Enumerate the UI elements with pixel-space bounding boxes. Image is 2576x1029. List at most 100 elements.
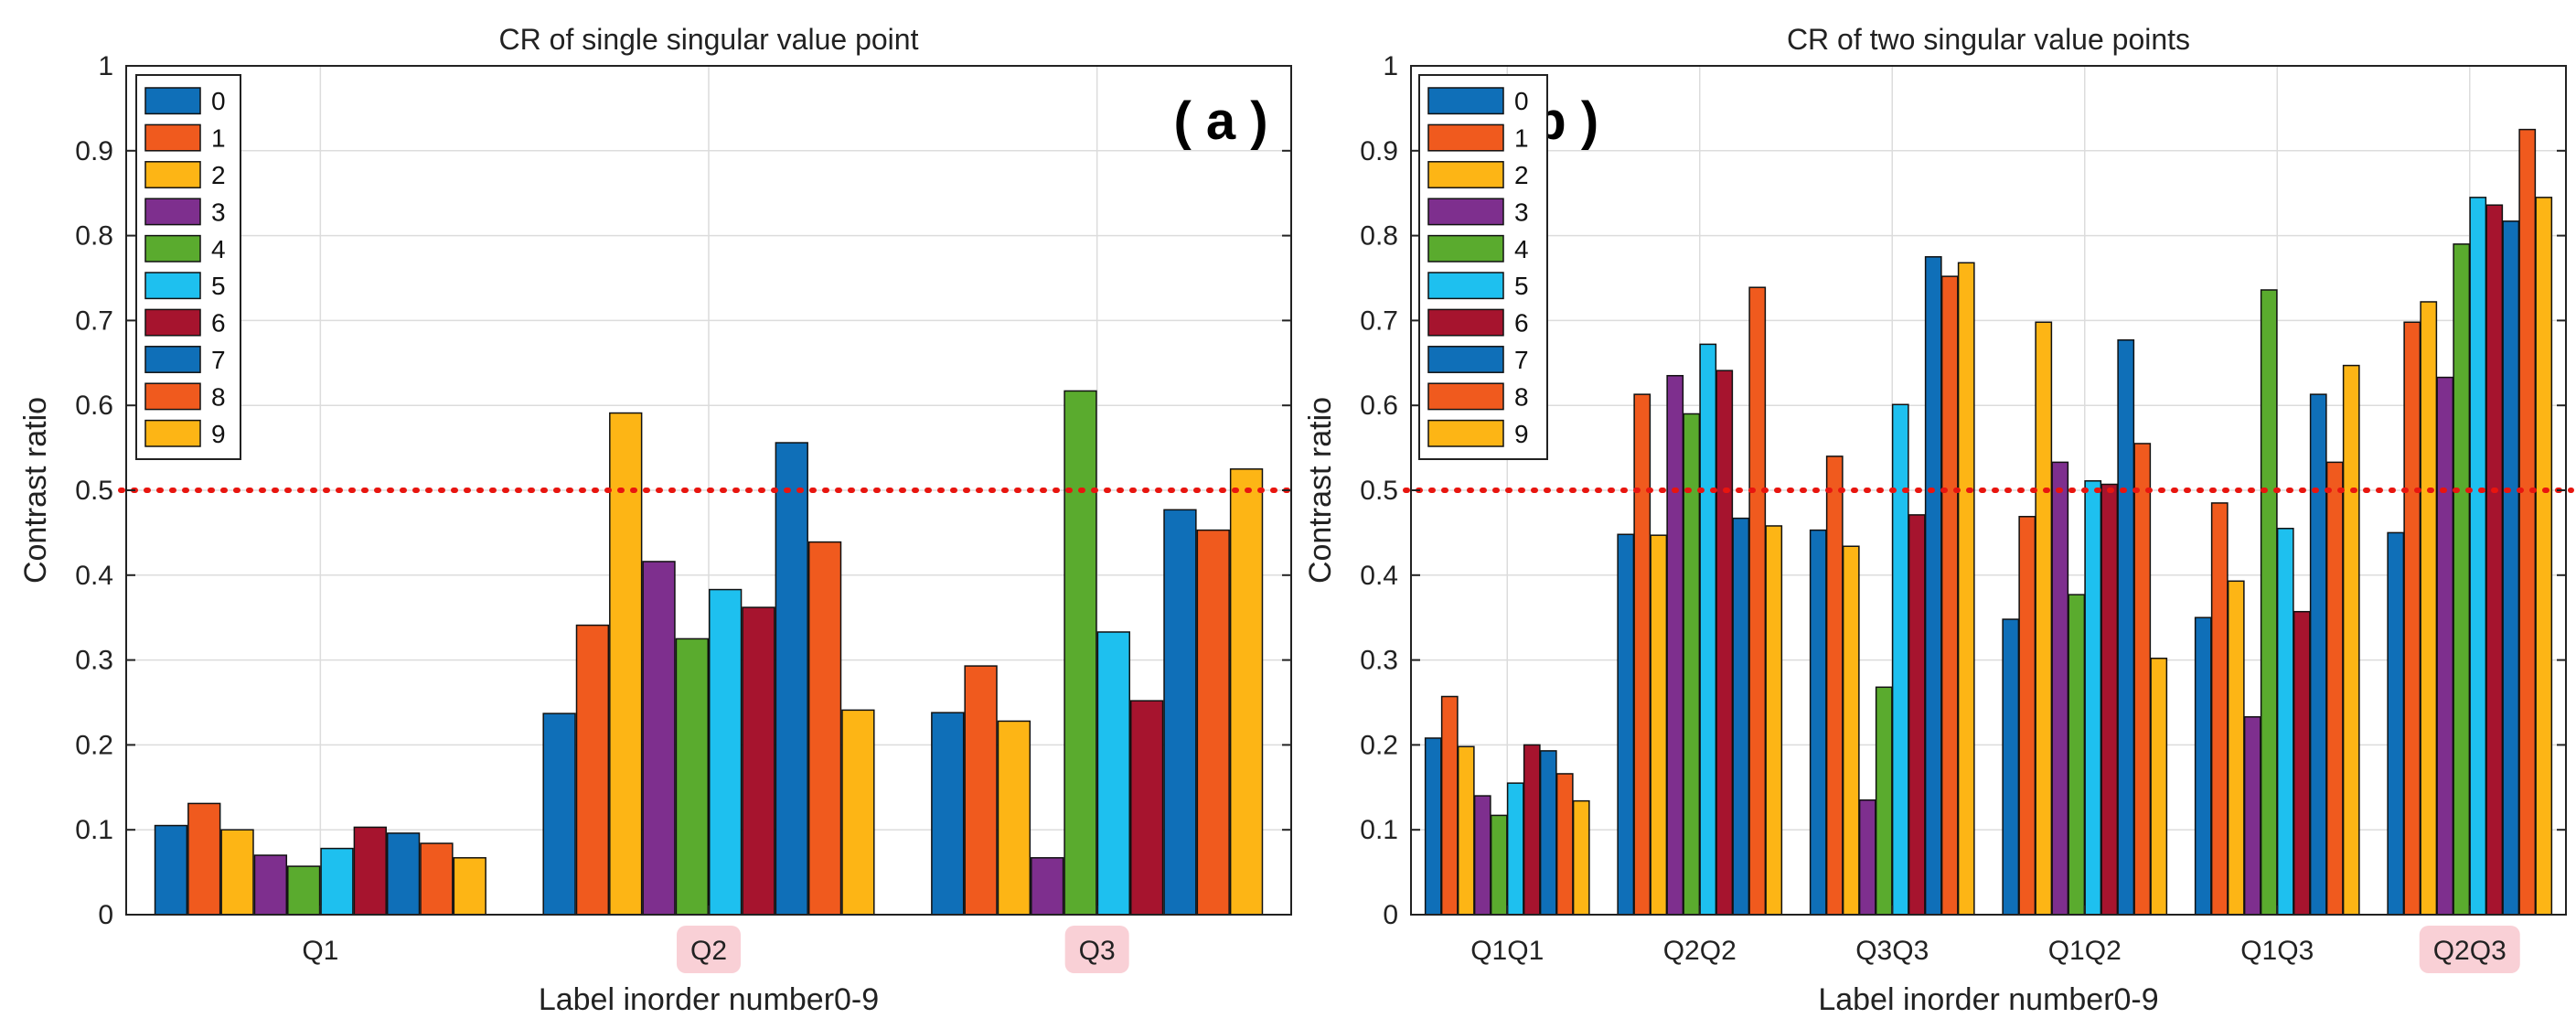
- bar-q1q2-8: [2133, 443, 2152, 916]
- bar-q1q2-5: [2084, 480, 2102, 916]
- bar-q1q2-9: [2150, 657, 2168, 916]
- legend-swatch-2: [144, 161, 201, 188]
- legend-swatch-6: [144, 308, 201, 337]
- bar-q3q3-7: [1924, 256, 1942, 916]
- bar-q1q2-4: [2068, 594, 2086, 916]
- legend-swatch-0: [1427, 87, 1504, 115]
- bar-q3-2: [997, 720, 1031, 916]
- bar-q3-9: [1229, 468, 1264, 916]
- bar-q2-7: [775, 442, 808, 916]
- chart-panel-a: 0 0.1 0.2 0.3 0.4 0.5 0.6 0.7 0.8 0.9 1 Q1 Q2 Q3 CR of…: [18, 23, 1299, 1017]
- bar-q2q3-7: [2502, 220, 2520, 916]
- y-tick-label: 0.5: [75, 476, 113, 506]
- legend-label-2: 2: [1514, 161, 1529, 189]
- y-tick-label: 0: [98, 900, 113, 930]
- bar-q1-3: [253, 854, 288, 916]
- legend-swatch-5: [1427, 272, 1504, 300]
- bar-q1q3-4: [2260, 289, 2278, 916]
- y-tick-label: 0: [1383, 900, 1398, 930]
- bar-q2q2-1: [1633, 393, 1651, 916]
- legend-swatch-6: [1427, 308, 1504, 337]
- x-axis-label: Label inorder number0-9: [1818, 982, 2158, 1017]
- bar-q2q2-0: [1617, 533, 1635, 916]
- y-tick-label: 1: [98, 51, 113, 81]
- chart-panel-b: 0 0.1 0.2 0.3 0.4 0.5 0.6 0.7 0.8 0.9 1 Q1Q1 Q2Q2 Q3Q…: [1303, 23, 2574, 1017]
- bar-q3q3-3: [1858, 799, 1876, 916]
- y-tick-label: 0.9: [1360, 136, 1398, 166]
- bar-q2q3-5: [2469, 197, 2487, 916]
- bar-q3q3-8: [1940, 275, 1959, 916]
- bar-q2q3-1: [2403, 321, 2421, 916]
- legend-label-2: 2: [211, 161, 226, 189]
- bar-q1q1-1: [1440, 695, 1459, 916]
- bar-q2q3-2: [2420, 301, 2438, 916]
- y-axis-label: Contrast ratio: [1303, 397, 1338, 584]
- bar-q1q3-1: [2210, 502, 2229, 916]
- bar-q2-2: [609, 412, 643, 916]
- highlight-q3: [1064, 926, 1129, 973]
- bar-q2-6: [742, 606, 775, 916]
- highlight-q2q3: [2419, 926, 2520, 973]
- panel-label: ( a ): [1173, 91, 1267, 151]
- bar-q1q1-0: [1424, 737, 1442, 916]
- bar-q1-4: [287, 865, 321, 916]
- y-tick-label: 0.3: [1360, 646, 1398, 676]
- y-tick-label: 0.6: [1360, 391, 1398, 421]
- bar-q1q3-7: [2309, 393, 2327, 916]
- bar-q3q3-5: [1891, 403, 1909, 916]
- legend: 0 1 2 3 4 5 6 7 8 9: [1418, 74, 1548, 460]
- bar-q2q2-9: [1765, 525, 1783, 916]
- bar-q2q2-7: [1732, 517, 1750, 916]
- bar-q3-1: [964, 665, 998, 916]
- legend-swatch-0: [144, 87, 201, 115]
- bar-q2q3-9: [2535, 197, 2553, 916]
- bar-q1-1: [187, 802, 221, 916]
- bar-q2-4: [675, 638, 710, 916]
- legend-swatch-1: [1427, 123, 1504, 152]
- bar-q1q1-3: [1473, 795, 1491, 916]
- x-tick-label: Q3Q3: [1855, 936, 1929, 966]
- x-tick-label: Q2: [690, 936, 727, 966]
- bar-q1q2-2: [2035, 321, 2053, 916]
- legend-swatch-3: [144, 198, 201, 226]
- bar-q3q3-4: [1875, 686, 1893, 916]
- legend-label-4: 4: [1514, 235, 1529, 263]
- bar-q1q2-0: [2002, 618, 2020, 916]
- y-tick-label: 0.1: [1360, 815, 1398, 845]
- legend-label-5: 5: [211, 272, 226, 300]
- legend-swatch-8: [144, 382, 201, 411]
- bar-q3q3-0: [1809, 529, 1827, 916]
- y-axis-label: Contrast ratio: [18, 397, 53, 584]
- bar-q1q1-8: [1555, 773, 1574, 916]
- bar-q2q2-6: [1716, 370, 1734, 916]
- bar-q2q3-8: [2518, 128, 2537, 916]
- legend-swatch-5: [144, 272, 201, 300]
- bar-q1q3-0: [2194, 616, 2212, 916]
- y-tick-label: 0.2: [75, 730, 113, 760]
- legend-label-3: 3: [211, 198, 226, 226]
- bar-q2q2-2: [1650, 534, 1668, 916]
- bar-q1q1-6: [1523, 744, 1541, 916]
- bar-q1-7: [386, 832, 421, 916]
- bar-q1-9: [453, 857, 486, 916]
- legend-swatch-9: [1427, 419, 1504, 447]
- x-axis-label: Label inorder number0-9: [539, 982, 879, 1017]
- bar-q1q2-3: [2051, 461, 2069, 916]
- bar-q2q2-8: [1748, 286, 1767, 916]
- legend-label-8: 8: [1514, 382, 1529, 411]
- legend-swatch-4: [1427, 234, 1504, 263]
- bar-q1q2-6: [2100, 483, 2119, 916]
- bar-q3-4: [1064, 390, 1097, 916]
- legend-label-0: 0: [211, 87, 226, 115]
- bar-q1q1-7: [1539, 750, 1557, 916]
- bar-q3-6: [1129, 700, 1164, 916]
- y-tick-label: 0.8: [1360, 221, 1398, 252]
- bar-q2q2-3: [1666, 374, 1684, 916]
- y-tick-label: 0.7: [75, 305, 113, 336]
- legend-label-6: 6: [1514, 309, 1529, 338]
- bar-q2-8: [807, 541, 842, 916]
- legend-label-5: 5: [1514, 272, 1529, 300]
- y-tick-label: 0.9: [75, 136, 113, 166]
- y-tick-label: 1: [1383, 51, 1398, 81]
